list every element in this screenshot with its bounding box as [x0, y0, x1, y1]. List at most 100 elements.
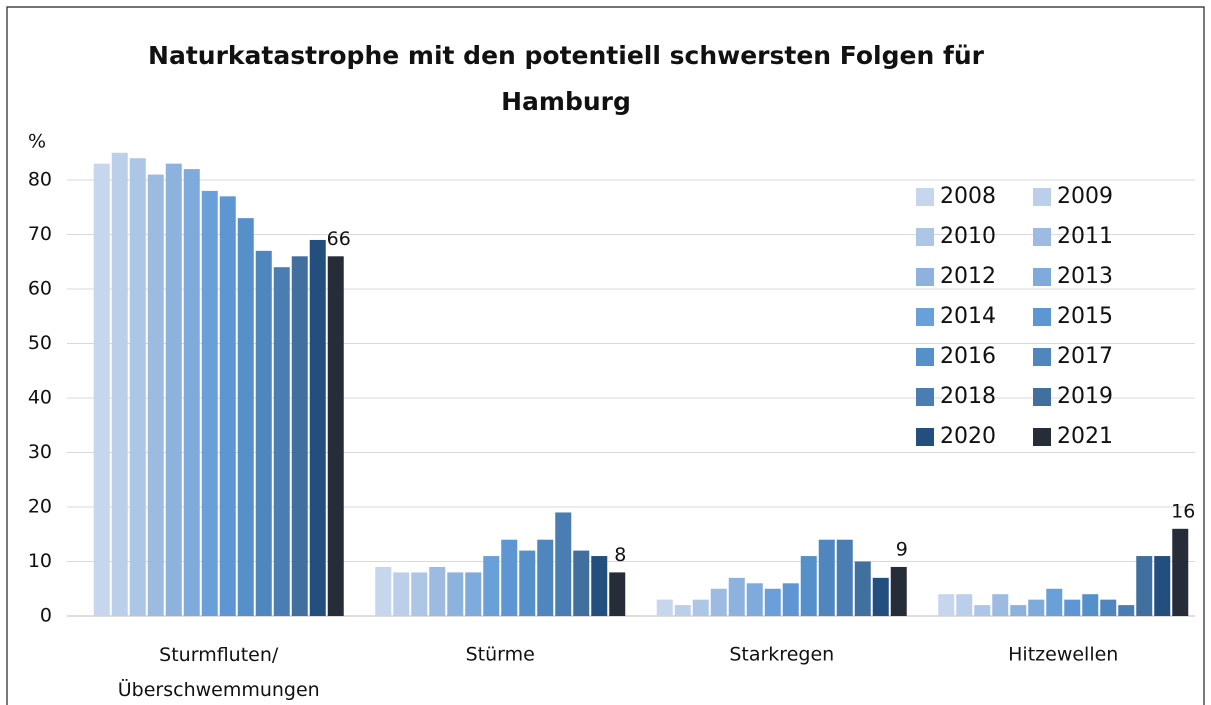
y-tick-label: 50 [28, 332, 52, 354]
bar [854, 561, 871, 616]
legend-label: 2021 [1057, 424, 1113, 449]
legend-swatch [916, 188, 934, 206]
bar [519, 550, 536, 616]
bar [393, 572, 410, 616]
y-axis-label: % [28, 131, 46, 153]
bar [710, 588, 727, 616]
bar [555, 512, 572, 616]
chart-title: Naturkatastrophe mit den potentiell schw… [148, 41, 985, 116]
bar [447, 572, 464, 616]
y-tick-label: 20 [28, 496, 52, 518]
data-label: 9 [896, 538, 908, 560]
bar [992, 594, 1009, 616]
bar [1082, 594, 1099, 616]
bar [201, 190, 218, 616]
bar [974, 605, 991, 616]
bar [591, 556, 608, 616]
bar [147, 174, 164, 617]
legend-swatch [916, 308, 934, 326]
legend-label: 2009 [1057, 184, 1113, 209]
bar [746, 583, 763, 616]
bar [674, 605, 691, 616]
legend-swatch [1033, 428, 1051, 446]
bar [938, 594, 955, 616]
y-tick-label: 40 [28, 387, 52, 409]
bar [692, 599, 709, 616]
y-tick-label: 70 [28, 223, 52, 245]
data-label: 8 [614, 544, 626, 566]
x-tick-label: Hitzewellen [1008, 644, 1118, 666]
legend-swatch [1033, 268, 1051, 286]
bar [183, 169, 200, 616]
y-tick-label: 30 [28, 441, 52, 463]
legend-label: 2019 [1057, 384, 1113, 409]
bar [764, 588, 781, 616]
bar [129, 158, 146, 616]
bar [573, 550, 590, 616]
bar [291, 256, 308, 616]
bar [728, 577, 745, 616]
legend-label: 2013 [1057, 264, 1113, 289]
bar [1010, 605, 1027, 616]
legend-swatch [916, 348, 934, 366]
y-tick-label: 80 [28, 169, 52, 191]
y-tick-label: 10 [28, 550, 52, 572]
bar [836, 539, 853, 616]
bar [93, 163, 110, 616]
bar [165, 163, 182, 616]
x-tick-label: Stürme [466, 644, 535, 666]
bar [1064, 599, 1081, 616]
y-tick-label: 60 [28, 278, 52, 300]
bar [537, 539, 554, 616]
bar [237, 218, 254, 616]
legend-swatch [916, 268, 934, 286]
bar [1136, 556, 1153, 616]
bar [1118, 605, 1135, 616]
legend-label: 2017 [1057, 344, 1113, 369]
bar [327, 256, 344, 616]
bar [782, 583, 799, 616]
data-label: 66 [327, 228, 351, 250]
bar [375, 566, 392, 616]
legend-label: 2016 [940, 344, 996, 369]
legend-swatch [1033, 308, 1051, 326]
bar [818, 539, 835, 616]
bar [1100, 599, 1117, 616]
bar [956, 594, 973, 616]
legend-swatch [1033, 348, 1051, 366]
legend-swatch [916, 228, 934, 246]
legend-swatch [1033, 388, 1051, 406]
bar [411, 572, 428, 616]
data-label: 16 [1171, 500, 1195, 522]
bar [1028, 599, 1045, 616]
bar [501, 539, 518, 616]
legend-label: 2010 [940, 224, 996, 249]
legend-label: 2018 [940, 384, 996, 409]
legend-label: 2011 [1057, 224, 1113, 249]
bar [800, 556, 817, 616]
legend-swatch [916, 428, 934, 446]
legend-swatch [916, 388, 934, 406]
bar [273, 267, 290, 616]
bar [890, 566, 907, 616]
legend-swatch [1033, 228, 1051, 246]
x-tick-label: Sturmfluten/Überschwemmungen [118, 644, 320, 701]
bar [465, 572, 482, 616]
bar [429, 566, 446, 616]
legend-label: 2008 [940, 184, 996, 209]
bar [483, 556, 500, 616]
bar [255, 250, 272, 616]
y-tick-label: 0 [40, 605, 52, 627]
bar [609, 572, 626, 616]
bar [309, 239, 326, 616]
legend-label: 2012 [940, 264, 996, 289]
bar [872, 577, 889, 616]
bar [1154, 556, 1171, 616]
bar [656, 599, 673, 616]
legend-label: 2020 [940, 424, 996, 449]
bar [219, 196, 236, 616]
frame [6, 6, 1205, 705]
legend-label: 2014 [940, 304, 996, 329]
legend-swatch [1033, 188, 1051, 206]
